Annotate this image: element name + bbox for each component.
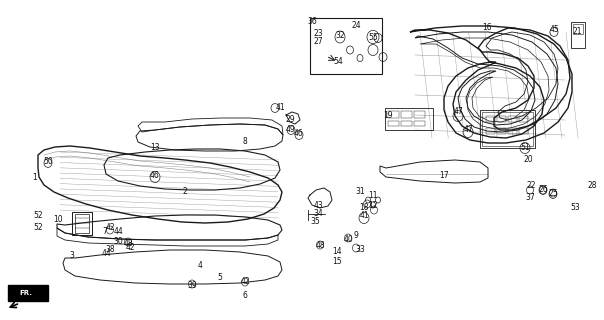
Bar (497, 128, 506, 134)
Text: 4: 4 (198, 260, 202, 269)
Text: 1: 1 (33, 173, 37, 182)
Text: 31: 31 (355, 188, 365, 196)
Text: 42: 42 (125, 244, 135, 252)
Text: 44: 44 (101, 249, 111, 258)
Text: 41: 41 (275, 103, 285, 113)
Text: 10: 10 (53, 215, 63, 225)
Text: 14: 14 (332, 247, 342, 257)
Text: 34: 34 (313, 209, 323, 218)
Bar (401, 111, 412, 118)
Bar (388, 111, 399, 118)
Bar (519, 128, 528, 134)
Text: 12: 12 (368, 201, 378, 210)
Text: 25: 25 (548, 188, 558, 197)
Text: 51: 51 (520, 143, 530, 153)
Bar (486, 128, 495, 134)
Bar (508, 116, 517, 122)
Bar (571, 22, 585, 48)
Text: 22: 22 (526, 180, 536, 189)
Text: 44: 44 (113, 228, 123, 236)
Text: 2: 2 (182, 188, 187, 196)
Text: 45: 45 (549, 26, 559, 35)
Text: 26: 26 (538, 185, 548, 194)
Bar (8, 285, 48, 301)
Text: 33: 33 (355, 245, 365, 254)
Bar (414, 121, 425, 126)
Text: 3: 3 (69, 251, 74, 260)
Bar (385, 108, 433, 130)
Text: 52: 52 (33, 211, 43, 220)
Text: 29: 29 (285, 116, 295, 124)
Text: 17: 17 (439, 172, 449, 180)
Text: 48: 48 (315, 241, 325, 250)
Text: 35: 35 (310, 218, 320, 227)
Text: 38: 38 (105, 245, 115, 254)
Text: 55: 55 (368, 34, 378, 43)
Text: 50: 50 (43, 157, 53, 166)
Text: 36: 36 (307, 18, 317, 27)
Bar (508, 128, 517, 134)
Text: 42: 42 (105, 223, 115, 233)
Text: 21: 21 (572, 28, 582, 36)
Bar (573, 24, 583, 34)
Bar (519, 116, 528, 122)
Text: 20: 20 (523, 156, 533, 164)
Bar (480, 110, 535, 148)
Text: 52: 52 (33, 223, 43, 233)
Text: 54: 54 (333, 58, 343, 67)
Text: 46: 46 (150, 171, 160, 180)
Text: 24: 24 (351, 21, 361, 30)
Text: 7: 7 (103, 227, 108, 236)
Bar (497, 116, 506, 122)
Text: 9: 9 (353, 230, 358, 239)
Text: 43: 43 (313, 201, 323, 210)
Text: 53: 53 (570, 203, 580, 212)
Text: 47: 47 (463, 125, 473, 134)
Text: 6: 6 (243, 292, 248, 300)
Text: 42: 42 (240, 277, 250, 286)
Text: 16: 16 (482, 23, 492, 33)
Text: 37: 37 (525, 194, 535, 203)
Text: 32: 32 (335, 31, 345, 41)
Bar (486, 116, 495, 122)
Text: 18: 18 (359, 204, 369, 212)
Text: 49: 49 (285, 125, 295, 134)
Text: 47: 47 (453, 108, 463, 116)
Bar (414, 111, 425, 118)
Text: 5: 5 (217, 274, 222, 283)
Text: 15: 15 (332, 257, 342, 266)
Text: 41: 41 (359, 211, 369, 220)
Text: 46: 46 (293, 130, 303, 139)
Bar (482, 112, 533, 146)
Text: 11: 11 (368, 191, 378, 201)
Text: 27: 27 (313, 37, 323, 46)
Text: 8: 8 (243, 138, 248, 147)
Bar (401, 121, 412, 126)
Text: FR.: FR. (19, 290, 33, 296)
Text: 13: 13 (150, 143, 160, 153)
Text: 28: 28 (587, 180, 597, 189)
Bar (310, 18, 382, 74)
Bar (388, 121, 399, 126)
Text: 19: 19 (383, 110, 393, 119)
Text: 23: 23 (313, 29, 323, 38)
Text: 48: 48 (123, 239, 133, 249)
Text: 30: 30 (113, 236, 123, 245)
Text: 40: 40 (343, 236, 353, 244)
Text: 39: 39 (187, 281, 197, 290)
